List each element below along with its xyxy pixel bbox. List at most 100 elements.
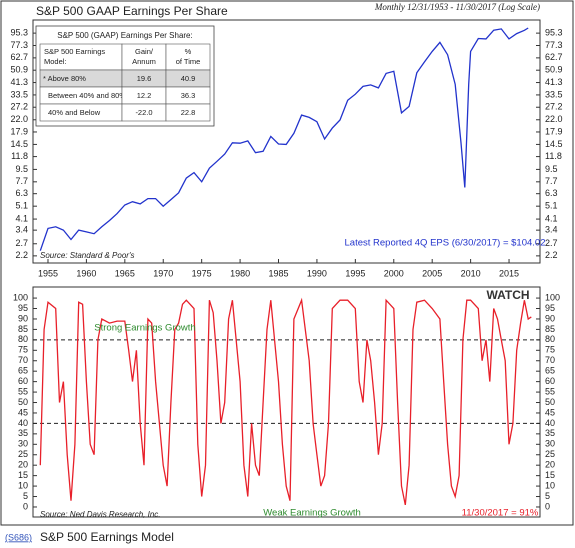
y-tick-label: 25 <box>18 449 28 459</box>
y-tick-label: 6.3 <box>15 188 28 198</box>
y-tick-label: 77.3 <box>10 40 28 50</box>
y-tick-label: 35 <box>18 428 28 438</box>
y-tick-label: 0 <box>23 501 28 511</box>
y-tick-label: 62.7 <box>10 52 28 62</box>
y2-tick-label: 45 <box>545 407 555 417</box>
y-tick-label: 5 <box>23 491 28 501</box>
x-tick-label: 2005 <box>422 268 442 278</box>
y-tick-label: 14.5 <box>10 139 28 149</box>
x-tick-label: 2015 <box>499 268 519 278</box>
x-tick-label: 2010 <box>461 268 481 278</box>
y2-tick-label: 90 <box>545 313 555 323</box>
y2-tick-label: 14.5 <box>545 139 563 149</box>
y-tick-label: 2.7 <box>15 238 28 248</box>
y2-tick-label: 55 <box>545 386 555 396</box>
y2-tick-label: 85 <box>545 324 555 334</box>
annotation: Source: Standard & Poor's <box>40 251 134 260</box>
y-tick-label: 4.1 <box>15 213 28 223</box>
table-text: 22.8 <box>181 108 196 117</box>
y2-tick-label: 80 <box>545 334 555 344</box>
y-tick-label: 41.3 <box>10 77 28 87</box>
table-text: 36.3 <box>181 91 196 100</box>
table-header: Gain/ <box>135 47 154 56</box>
x-tick-label: 1970 <box>153 268 173 278</box>
table-header: Model: <box>44 57 67 66</box>
table-header-cell <box>39 43 123 71</box>
y-tick-label: 20 <box>18 460 28 470</box>
y2-tick-label: 9.5 <box>545 164 558 174</box>
y-tick-label: 95.3 <box>10 28 28 38</box>
y-tick-label: 75 <box>18 345 28 355</box>
y2-tick-label: 50 <box>545 397 555 407</box>
y-tick-label: 55 <box>18 386 28 396</box>
y2-tick-label: 17.9 <box>545 126 563 136</box>
y-tick-label: 3.4 <box>15 225 28 235</box>
y2-tick-label: 95.3 <box>545 28 563 38</box>
y2-tick-label: 35 <box>545 428 555 438</box>
y-tick-label: 100 <box>13 292 28 302</box>
y2-tick-label: 60 <box>545 376 555 386</box>
annotation: Source: Ned Davis Research, Inc. <box>40 510 161 519</box>
table-header: Annum <box>132 57 156 66</box>
y2-tick-label: 2.7 <box>545 238 558 248</box>
y2-tick-label: 3.4 <box>545 225 558 235</box>
y-tick-label: 50.9 <box>10 65 28 75</box>
y-tick-label: 50 <box>18 397 28 407</box>
y2-tick-label: 27.2 <box>545 102 563 112</box>
y-tick-label: 33.5 <box>10 89 28 99</box>
table-title: S&P 500 (GAAP) Earnings Per Share: <box>57 31 192 40</box>
data-line <box>39 27 529 251</box>
y-tick-label: 17.9 <box>10 126 28 136</box>
y2-tick-label: 33.5 <box>545 89 563 99</box>
annotation: Weak Earnings Growth <box>263 508 361 519</box>
table-text: 19.6 <box>137 74 152 83</box>
data-line <box>39 297 532 506</box>
y2-tick-label: 4.1 <box>545 213 558 223</box>
table-header: % <box>185 47 192 56</box>
y2-tick-label: 62.7 <box>545 52 563 62</box>
y-tick-label: 7.7 <box>15 176 28 186</box>
y-tick-label: 30 <box>18 439 28 449</box>
y2-tick-label: 5 <box>545 491 550 501</box>
y-tick-label: 2.2 <box>15 250 28 260</box>
y2-tick-label: 25 <box>545 449 555 459</box>
chart-subtitle: Monthly 12/31/1953 - 11/30/2017 (Log Sca… <box>374 2 540 12</box>
table-text: 12.2 <box>137 91 152 100</box>
table-text: * Above 80% <box>43 74 86 83</box>
y2-tick-label: 40 <box>545 418 555 428</box>
y-tick-label: 40 <box>18 418 28 428</box>
table-header: S&P 500 Earnings <box>44 47 105 56</box>
y2-tick-label: 75 <box>545 345 555 355</box>
y-tick-label: 80 <box>18 334 28 344</box>
y2-tick-label: 5.1 <box>545 201 558 211</box>
table-header-cell <box>121 43 167 71</box>
annotation: Strong Earnings Growth <box>94 323 195 334</box>
y-tick-label: 45 <box>18 407 28 417</box>
annotation: 11/30/2017 = 91% <box>462 508 539 519</box>
y2-tick-label: 22.0 <box>545 114 563 124</box>
table-header: of Time <box>176 57 201 66</box>
table-text: 40% and Below <box>48 108 101 117</box>
y2-tick-label: 77.3 <box>545 40 563 50</box>
annotation: WATCH <box>486 288 529 302</box>
x-tick-label: 1960 <box>76 268 96 278</box>
y-tick-label: 9.5 <box>15 164 28 174</box>
y-tick-label: 65 <box>18 366 28 376</box>
y2-tick-label: 70 <box>545 355 555 365</box>
table-text: 40.9 <box>181 74 196 83</box>
y-tick-label: 60 <box>18 376 28 386</box>
y2-tick-label: 50.9 <box>545 65 563 75</box>
y2-tick-label: 100 <box>545 292 560 302</box>
y-tick-label: 85 <box>18 324 28 334</box>
y-tick-label: 22.0 <box>10 114 28 124</box>
annotation: Latest Reported 4Q EPS (6/30/2017) = $10… <box>345 238 546 249</box>
footer-code: (S686) <box>5 532 32 542</box>
table-text: -22.0 <box>135 108 152 117</box>
table-header-cell <box>165 43 211 71</box>
y2-tick-label: 65 <box>545 366 555 376</box>
y-tick-label: 27.2 <box>10 102 28 112</box>
x-tick-label: 2000 <box>384 268 404 278</box>
y2-tick-label: 15 <box>545 470 555 480</box>
y-tick-label: 95 <box>18 303 28 313</box>
